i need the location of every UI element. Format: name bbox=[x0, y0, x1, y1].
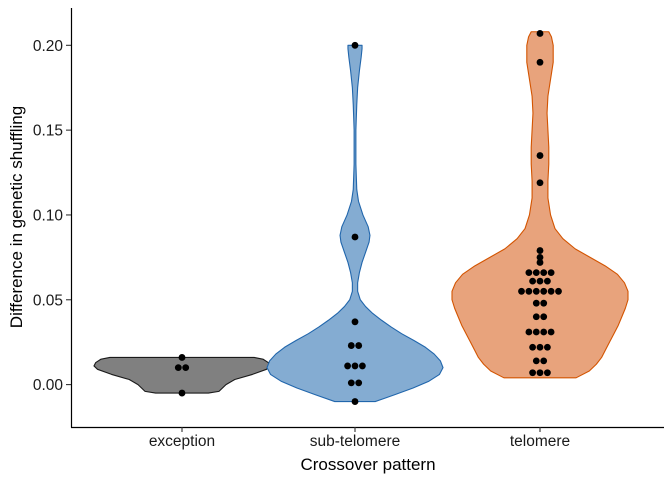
plot-area bbox=[93, 30, 629, 405]
data-point-telomere bbox=[540, 287, 548, 295]
data-point-telomere bbox=[536, 343, 544, 351]
data-point-telomere bbox=[532, 328, 540, 336]
data-point-telomere bbox=[547, 328, 555, 336]
data-point-telomere bbox=[525, 287, 533, 295]
data-point-telomere bbox=[536, 179, 544, 187]
y-tick-label: 0.00 bbox=[33, 377, 64, 394]
data-point-sub-telomere bbox=[347, 342, 355, 349]
data-point-exception bbox=[182, 364, 190, 372]
data-point-telomere bbox=[536, 253, 544, 261]
data-point-telomere bbox=[536, 58, 544, 66]
data-point-telomere bbox=[540, 357, 548, 365]
data-point-telomere bbox=[544, 277, 551, 285]
data-point-sub-telomere bbox=[355, 379, 363, 387]
data-point-telomere bbox=[547, 269, 555, 277]
data-point-telomere bbox=[532, 287, 540, 295]
y-axis-ticks: 0.00 0.05 0.10 0.15 0.20 bbox=[33, 38, 71, 394]
violin-sub-telomere bbox=[266, 44, 444, 403]
data-point-telomere bbox=[536, 259, 544, 266]
x-axis-title: Crossover pattern bbox=[300, 455, 435, 474]
data-point-telomere bbox=[532, 299, 540, 307]
data-point-telomere bbox=[536, 277, 544, 285]
x-axis-ticks: exception sub-telomere telomere bbox=[149, 427, 570, 450]
data-point-telomere bbox=[540, 328, 548, 336]
data-point-telomere bbox=[544, 343, 551, 351]
data-point-telomere bbox=[536, 152, 544, 159]
data-point-telomere bbox=[547, 287, 555, 295]
data-point-telomere bbox=[532, 313, 540, 321]
data-point-telomere bbox=[536, 247, 544, 254]
data-point-telomere bbox=[529, 343, 536, 351]
violin-telomere bbox=[451, 31, 629, 379]
data-point-exception bbox=[178, 389, 186, 397]
data-point-sub-telomere bbox=[351, 41, 359, 49]
data-point-sub-telomere bbox=[351, 362, 359, 370]
data-point-sub-telomere bbox=[351, 318, 359, 326]
y-tick-label: 0.20 bbox=[33, 38, 64, 55]
data-point-telomere bbox=[529, 277, 536, 285]
x-tick-label-telomere: telomere bbox=[510, 433, 570, 450]
x-tick-label-sub-telomere: sub-telomere bbox=[310, 433, 400, 450]
violins bbox=[93, 31, 629, 403]
data-point-sub-telomere bbox=[359, 362, 366, 370]
y-axis-title: Difference in genetic shuffling bbox=[7, 106, 26, 328]
data-point-telomere bbox=[525, 269, 533, 277]
data-point-telomere bbox=[540, 313, 548, 321]
data-point-telomere bbox=[532, 269, 540, 277]
violin-exception bbox=[93, 356, 271, 394]
x-tick-label-exception: exception bbox=[149, 433, 215, 450]
y-tick-label: 0.15 bbox=[33, 123, 63, 140]
data-point-sub-telomere bbox=[347, 379, 355, 387]
data-points bbox=[174, 30, 562, 405]
data-point-sub-telomere bbox=[355, 342, 363, 349]
data-point-telomere bbox=[544, 369, 551, 377]
data-point-telomere bbox=[540, 299, 548, 307]
data-point-sub-telomere bbox=[351, 398, 359, 405]
data-point-exception bbox=[174, 364, 182, 372]
data-point-telomere bbox=[518, 287, 525, 295]
data-point-exception bbox=[178, 354, 186, 361]
data-point-telomere bbox=[555, 287, 562, 295]
data-point-sub-telomere bbox=[351, 233, 359, 241]
data-point-sub-telomere bbox=[344, 362, 351, 370]
data-point-telomere bbox=[525, 328, 533, 336]
data-point-telomere bbox=[536, 30, 544, 37]
y-tick-label: 0.10 bbox=[33, 207, 64, 224]
data-point-telomere bbox=[536, 369, 544, 377]
data-point-telomere bbox=[529, 369, 536, 377]
data-point-telomere bbox=[532, 357, 540, 365]
data-point-telomere bbox=[540, 269, 548, 277]
y-tick-label: 0.05 bbox=[33, 292, 63, 309]
